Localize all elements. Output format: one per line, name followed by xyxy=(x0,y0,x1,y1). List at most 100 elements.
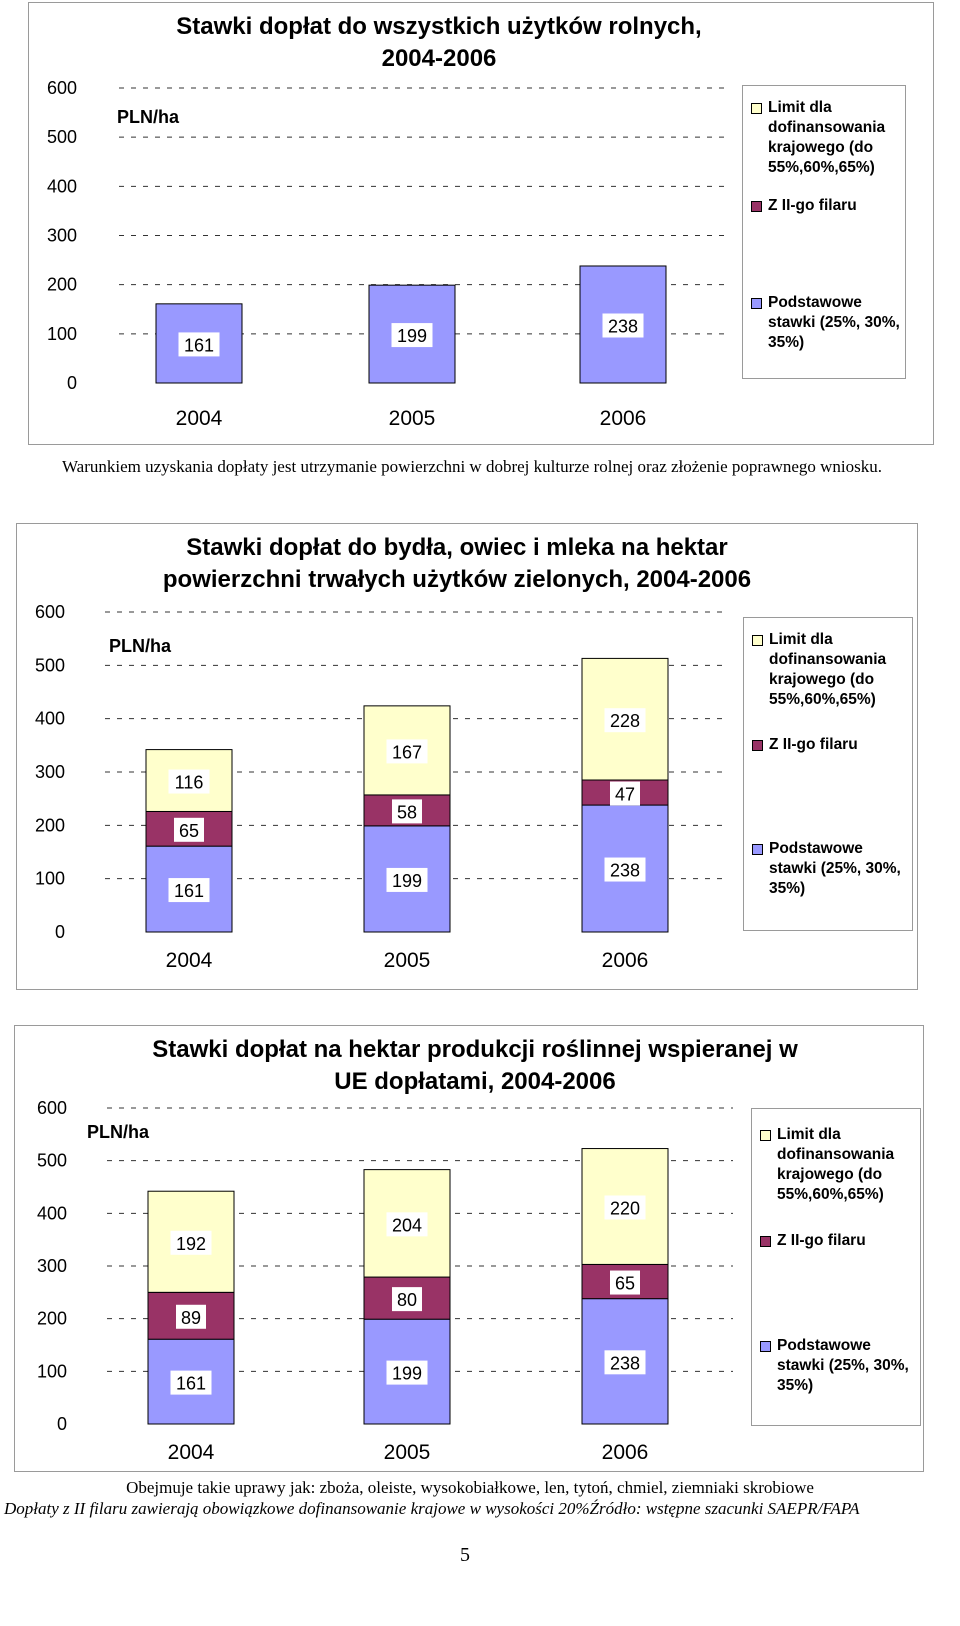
data-label: 238 xyxy=(608,316,638,336)
x-category-label: 2004 xyxy=(166,949,213,972)
x-category-label: 2006 xyxy=(602,949,649,972)
legend-label-filar: Z II-go filaru xyxy=(777,1232,866,1249)
data-label-bg xyxy=(392,1287,422,1312)
legend-label-podstawowe: Podstawowe stawki (25%, 30%, 35%) xyxy=(769,840,901,897)
data-label: 89 xyxy=(181,1308,201,1328)
data-label-bg xyxy=(391,323,433,348)
y-tick-label: 100 xyxy=(35,869,65,889)
data-label: 65 xyxy=(179,821,199,841)
chart-1-title-line2: 2004-2006 xyxy=(381,45,497,72)
chart-2-unit-label: PLN/ha xyxy=(109,636,172,656)
legend-label-limit: Limit dla dofinansowania krajowego (do 5… xyxy=(769,631,887,708)
y-tick-label: 500 xyxy=(35,655,65,675)
page-number: 5 xyxy=(460,1544,470,1566)
data-label-bg xyxy=(604,1350,646,1375)
y-tick-label: 500 xyxy=(37,1151,67,1171)
y-tick-label: 400 xyxy=(47,176,77,196)
x-category-label: 2006 xyxy=(602,1441,649,1464)
x-category-label: 2005 xyxy=(384,1441,431,1464)
chart-1-plot: 0 100 200 300 400 500 600 161 2004 199 2005 238 2006 xyxy=(47,78,729,430)
chart-1-title-line1: Stawki dopłat do wszystkich użytków roln… xyxy=(176,13,702,40)
y-tick-label: 300 xyxy=(47,226,77,246)
data-label-bg xyxy=(610,781,640,806)
chart-1-legend: Limit dla dofinansowania krajowego (do 5… xyxy=(742,85,906,379)
y-tick-label: 300 xyxy=(35,762,65,782)
legend-swatch-limit xyxy=(751,103,762,114)
chart-1-title: Stawki dopłat do wszystkich użytków roln… xyxy=(119,11,759,75)
data-label: 199 xyxy=(392,1364,422,1384)
data-label: 228 xyxy=(610,711,640,731)
data-label-bg xyxy=(168,878,210,903)
data-label: 116 xyxy=(175,773,204,793)
legend-swatch-filar xyxy=(760,1236,771,1247)
y-tick-label: 200 xyxy=(47,275,77,295)
chart-2-title-line1: Stawki dopłat do bydła, owiec i mleka na… xyxy=(186,534,728,561)
legend-swatch-podstawowe xyxy=(752,844,763,855)
x-category-label: 2005 xyxy=(384,949,431,972)
data-label: 167 xyxy=(392,742,422,762)
bar-segment xyxy=(368,284,456,384)
data-label: 161 xyxy=(174,881,204,901)
y-tick-label: 400 xyxy=(37,1203,67,1223)
data-label-bg xyxy=(386,1212,428,1237)
footnote: Dopłaty z II filaru zawierają obowiązkow… xyxy=(4,1499,860,1518)
data-label: 65 xyxy=(615,1274,635,1294)
data-label-bg xyxy=(168,769,210,794)
chart-2-plot: 0 100 200 300 400 500 600 161 65 116 2004 199 58 167 2… xyxy=(35,602,729,972)
data-label-bg xyxy=(178,332,220,357)
legend-swatch-filar xyxy=(751,201,762,212)
legend-label-limit: Limit dla dofinansowania krajowego (do 5… xyxy=(768,99,886,176)
chart-3-title-line1: Stawki dopłat na hektar produkcji roślin… xyxy=(152,1036,798,1063)
data-label-bg xyxy=(392,799,422,824)
chart-2-legend: Limit dla dofinansowania krajowego (do 5… xyxy=(743,617,913,931)
data-label: 199 xyxy=(397,326,427,346)
data-label: 220 xyxy=(610,1198,640,1218)
chart-1-note: Warunkiem uzyskania dopłaty jest utrzyma… xyxy=(61,457,883,476)
chart-3-unit-label: PLN/ha xyxy=(87,1122,150,1142)
x-category-label: 2004 xyxy=(176,407,223,430)
data-label: 58 xyxy=(397,802,417,822)
legend-label-filar: Z II-go filaru xyxy=(768,197,857,214)
data-label: 161 xyxy=(184,335,214,355)
data-label-bg xyxy=(604,708,646,733)
y-tick-label: 600 xyxy=(37,1098,67,1118)
x-category-label: 2004 xyxy=(168,1441,215,1464)
chart-1-unit-label: PLN/ha xyxy=(117,107,180,127)
y-tick-label: 100 xyxy=(37,1361,67,1381)
data-label-bg xyxy=(604,857,646,882)
legend-label-limit: Limit dla dofinansowania krajowego (do 5… xyxy=(777,1126,895,1203)
legend-swatch-podstawowe xyxy=(760,1341,771,1352)
y-tick-label: 0 xyxy=(57,1414,67,1434)
legend-label-podstawowe: Podstawowe stawki (25%, 30%, 35%) xyxy=(768,294,900,351)
y-tick-label: 200 xyxy=(35,815,65,835)
y-tick-label: 500 xyxy=(47,127,77,147)
chart-2: Stawki dopłat do bydła, owiec i mleka na… xyxy=(16,523,918,990)
y-tick-label: 100 xyxy=(47,324,77,344)
y-tick-label: 200 xyxy=(37,1309,67,1329)
legend-swatch-filar xyxy=(752,740,763,751)
y-tick-label: 300 xyxy=(37,1256,67,1276)
y-tick-label: 600 xyxy=(35,602,65,622)
chart-3-plot: 0 100 200 300 400 500 600 161 89 192 2004 199 80 204 2… xyxy=(37,1098,733,1464)
chart-2-title-line2: powierzchni trwałych użytków zielonych, … xyxy=(162,566,752,593)
data-label-bg xyxy=(604,1195,646,1220)
y-tick-label: 0 xyxy=(67,373,77,393)
data-label: 80 xyxy=(397,1290,417,1310)
chart-3-title: Stawki dopłat na hektar produkcji roślin… xyxy=(125,1034,825,1098)
data-label: 161 xyxy=(176,1374,206,1394)
data-label-bg xyxy=(602,313,644,338)
data-label: 199 xyxy=(392,871,422,891)
data-label: 192 xyxy=(176,1234,206,1254)
data-label-bg xyxy=(170,1370,212,1395)
legend-swatch-podstawowe xyxy=(751,298,762,309)
chart-3: Stawki dopłat na hektar produkcji roślin… xyxy=(14,1025,924,1472)
x-category-label: 2006 xyxy=(600,407,647,430)
data-label-bg xyxy=(386,739,428,764)
legend-label-filar: Z II-go filaru xyxy=(769,736,858,753)
y-tick-label: 600 xyxy=(47,78,77,98)
chart-3-note: Obejmuje takie uprawy jak: zboża, oleist… xyxy=(126,1478,814,1497)
legend-label-podstawowe: Podstawowe stawki (25%, 30%, 35%) xyxy=(777,1337,909,1394)
data-label-bg xyxy=(176,1304,206,1329)
chart-1: Stawki dopłat do wszystkich użytków roln… xyxy=(28,2,934,445)
chart-2-title: Stawki dopłat do bydła, owiec i mleka na… xyxy=(127,532,787,596)
